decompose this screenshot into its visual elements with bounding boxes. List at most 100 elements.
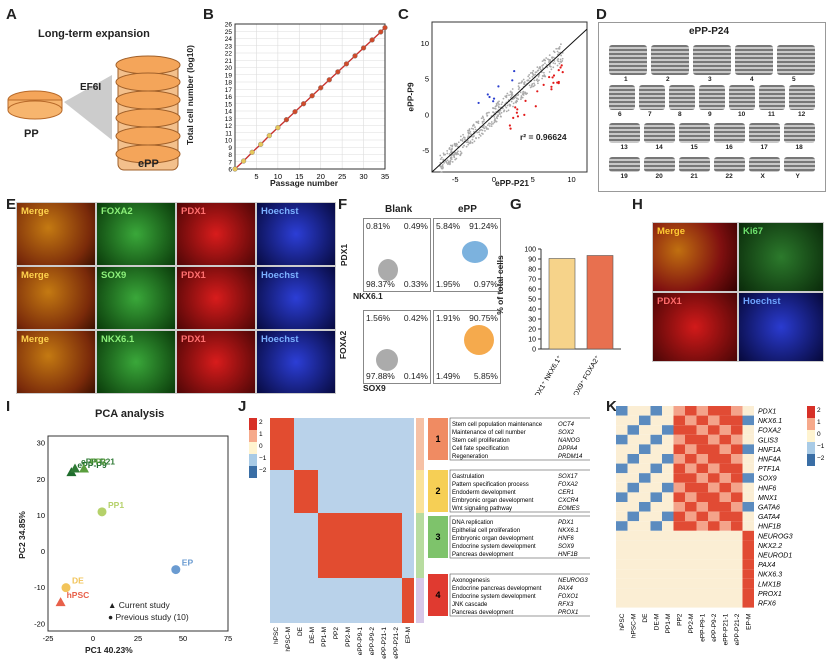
cluster-number: 4 xyxy=(435,590,440,600)
heatmap-cell xyxy=(673,425,685,435)
heatmap-cell xyxy=(650,559,662,570)
scatter-correlation-chart: -5 0 5 10 -5 0 5 10 xyxy=(421,21,588,184)
panel-label-d: D xyxy=(596,6,607,23)
heatmap-cell xyxy=(639,550,651,560)
heatmap-cell xyxy=(719,559,731,570)
gene-dot xyxy=(517,93,520,96)
gene-dot xyxy=(470,127,473,130)
chromosome-label: 10 xyxy=(738,111,746,118)
heatmap-cell xyxy=(627,492,639,502)
heatmap-cell xyxy=(673,511,685,522)
heatmap-cell xyxy=(650,521,662,531)
gene-dot xyxy=(488,111,490,114)
heatmap-cell xyxy=(318,418,330,470)
gene-dot xyxy=(510,100,513,103)
stain-tile: Hoechst xyxy=(256,330,336,394)
heatmap-cell xyxy=(708,492,720,502)
cluster-term: Embryonic organ development xyxy=(452,536,534,542)
y-tick-label: 100 xyxy=(524,247,536,254)
gene-dot xyxy=(490,123,493,126)
cluster-gene: NEUROG3 xyxy=(558,578,588,584)
tile-label: Merge xyxy=(657,226,685,237)
gene-label: PROX1 xyxy=(758,591,782,598)
cluster-bar xyxy=(416,513,424,578)
heatmap-cell xyxy=(719,578,731,589)
chromosome-pair xyxy=(609,157,640,172)
column-label: ePP-P21-2 xyxy=(734,613,741,645)
x-tick-label: 5 xyxy=(531,175,535,184)
cluster-term: Endocrine system development xyxy=(452,594,536,600)
gene-label: NKX6.3 xyxy=(758,572,782,579)
panel-label-b: B xyxy=(203,6,214,23)
y-tick-label: 0 xyxy=(532,347,536,354)
growth-point xyxy=(343,61,350,67)
gene-dot xyxy=(550,68,553,71)
y-tick-label: 10 xyxy=(421,39,429,48)
gene-label: HNF6 xyxy=(758,485,776,492)
heatmap-cell xyxy=(627,463,639,474)
heatmap-cell xyxy=(742,588,754,598)
gene-dot xyxy=(531,71,534,74)
heatmap-cell xyxy=(719,444,731,454)
heatmap-cell xyxy=(330,513,342,578)
y-tick-label: 30 xyxy=(37,439,45,448)
heatmap-cell xyxy=(731,434,743,445)
heatmap-cell xyxy=(616,454,628,464)
heatmap-cell xyxy=(650,511,662,522)
gene-dot xyxy=(521,93,524,95)
heatmap-cell xyxy=(354,578,366,623)
heatmap-cell xyxy=(662,511,674,522)
gene-dot xyxy=(545,57,548,59)
gene-dot xyxy=(442,158,445,161)
stain-tile: Hoechst xyxy=(256,266,336,330)
bar xyxy=(548,258,576,350)
cluster-gene: FOXA2 xyxy=(558,482,578,488)
heatmap-clusters-panel: 2 1 0 −1 −2 hPSC hPSC-M DE DE-M PP1-M PP2 PP2-M ePP-… xyxy=(245,408,601,663)
down-gene-dot xyxy=(508,124,511,127)
gene-dot xyxy=(513,97,515,100)
heatmap-cell xyxy=(673,415,685,426)
chromosome-pair xyxy=(735,45,773,75)
gene-dot xyxy=(455,152,458,155)
pca-point-label: EP xyxy=(182,558,194,568)
gene-dot xyxy=(457,150,459,153)
stain-tile: Merge xyxy=(16,330,96,394)
y-tick-label: 19 xyxy=(225,72,233,79)
down-gene-dot xyxy=(561,71,564,74)
heatmap-cell xyxy=(719,434,731,445)
gene-dot xyxy=(529,72,532,74)
gene-dot xyxy=(522,90,525,93)
gene-dot xyxy=(441,167,443,170)
cluster-term: DNA replication xyxy=(452,520,493,526)
h-ki67-tile: Ki67 xyxy=(738,222,824,292)
y-tick-label: 24 xyxy=(225,36,233,43)
heatmap-cell xyxy=(650,454,662,464)
legend-label: Current study xyxy=(118,600,170,610)
pca-circle xyxy=(61,583,71,593)
legend-label: Previous study (10) xyxy=(115,612,189,622)
x-tick-label: 30 xyxy=(359,172,367,181)
x-tick-label: 25 xyxy=(134,634,142,643)
heatmap-cell xyxy=(685,425,697,435)
f-plot-epp-bottom: 1.91% 90.75% 1.49% 5.85% xyxy=(433,310,501,384)
heatmap-cell xyxy=(650,406,662,416)
cluster-term: JNK cascade xyxy=(452,602,488,608)
heatmap-cell xyxy=(616,482,628,493)
growth-point xyxy=(249,149,255,155)
cluster-box xyxy=(449,469,601,513)
column-label: ePP-P9-1 xyxy=(700,613,707,642)
down-gene-dot xyxy=(556,81,559,84)
heatmap-cell xyxy=(378,513,390,578)
y-tick-label: 6 xyxy=(228,167,232,174)
gene-dot xyxy=(519,98,522,101)
heatmap-cell xyxy=(402,470,414,513)
heatmap-cell xyxy=(627,569,639,579)
chromosome-label: 1 xyxy=(624,76,628,83)
heatmap-cell xyxy=(627,521,639,531)
heatmap-cell xyxy=(696,540,708,550)
scale-swatch xyxy=(807,418,815,430)
heatmap-cell xyxy=(662,578,674,589)
chromosome-pair xyxy=(679,123,710,143)
heatmap-cell xyxy=(742,463,754,474)
pca-point-label: PP2 xyxy=(90,457,106,467)
